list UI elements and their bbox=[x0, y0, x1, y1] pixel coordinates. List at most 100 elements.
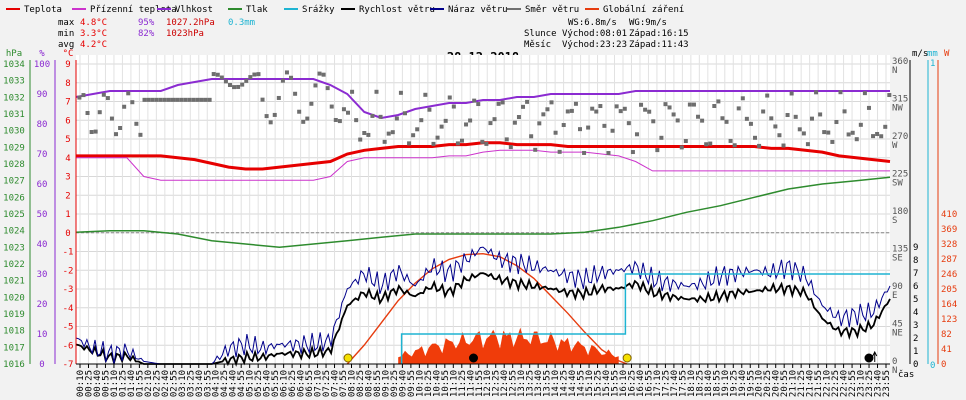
wind-direction-point bbox=[659, 135, 664, 140]
x-tick-label: 10:55 bbox=[441, 370, 451, 397]
y-tick-label: -6 bbox=[63, 341, 74, 351]
wind-direction-point bbox=[748, 121, 753, 126]
wind-direction-point bbox=[630, 150, 635, 155]
wind-direction-point bbox=[639, 102, 644, 107]
wind-direction-point bbox=[777, 133, 782, 138]
legend-label: Náraz větru bbox=[448, 5, 508, 15]
x-tick-label: 00:25 bbox=[84, 370, 94, 397]
wind-direction-point bbox=[219, 75, 224, 80]
y-tick-label: 1024 bbox=[3, 227, 25, 237]
wind-direction-point bbox=[260, 97, 265, 102]
legend-label: Teplota bbox=[24, 5, 62, 15]
wind-direction-point bbox=[801, 131, 806, 136]
x-tick-label: 14:10 bbox=[551, 370, 561, 397]
y-tick-label: 6 bbox=[913, 282, 918, 292]
x-tick-label: 15:55 bbox=[611, 370, 621, 397]
x-tick-label: 10:40 bbox=[432, 370, 442, 397]
wind-direction-point bbox=[569, 108, 574, 113]
legend-label: Globální záření bbox=[603, 5, 684, 15]
wind-direction-point bbox=[822, 130, 827, 135]
legend-label: Tlak bbox=[246, 5, 268, 15]
wind-direction-point bbox=[704, 142, 709, 147]
wind-direction-point bbox=[195, 97, 200, 102]
x-tick-label: 01:25 bbox=[118, 370, 128, 397]
x-tick-label: 18:55 bbox=[712, 370, 722, 397]
wind-direction-point bbox=[325, 86, 330, 91]
x-tick-label: 21:55 bbox=[814, 370, 824, 397]
wind-direction-point bbox=[561, 123, 566, 128]
wind-direction-point bbox=[553, 130, 558, 135]
wind-direction-point bbox=[264, 114, 269, 119]
wind-direction-point bbox=[175, 97, 180, 102]
wind-direction-point bbox=[866, 105, 871, 110]
x-tick-label: 03:10 bbox=[178, 370, 188, 397]
stat-row-label: max bbox=[58, 18, 75, 28]
y-tick-label: 6 bbox=[65, 116, 70, 126]
wind-dir-tick: 0 bbox=[892, 357, 897, 367]
x-tick-label: 16:40 bbox=[636, 370, 646, 397]
wind-direction-point bbox=[464, 122, 469, 127]
wind-direction-point bbox=[341, 107, 346, 112]
y-axis-unit: W bbox=[944, 49, 950, 59]
x-tick-label: 07:40 bbox=[331, 370, 341, 397]
x-tick-label: 12:55 bbox=[509, 370, 519, 397]
radiation-clear-sky-curve bbox=[346, 252, 628, 365]
wind-direction-point bbox=[366, 132, 371, 137]
x-tick-label: 13:10 bbox=[517, 370, 527, 397]
stat-row-label: min bbox=[58, 29, 74, 39]
x-axis: 00:1000:2500:4000:5501:1001:2501:4001:55… bbox=[76, 363, 892, 397]
x-tick-label: 06:10 bbox=[280, 370, 290, 397]
wind-direction-point bbox=[158, 97, 163, 102]
wind-direction-point bbox=[671, 112, 676, 117]
wind-direction-point bbox=[472, 98, 477, 103]
wind-direction-point bbox=[773, 124, 778, 129]
x-tick-label: 21:10 bbox=[789, 370, 799, 397]
wind-direction-point bbox=[830, 139, 835, 144]
wind-gust-info: WG:9m/s bbox=[629, 18, 667, 28]
wind-direction-point bbox=[484, 141, 489, 146]
y-tick-label: 30 bbox=[37, 270, 48, 280]
y-tick-label: 1034 bbox=[3, 60, 25, 70]
y-tick-label: 20 bbox=[37, 300, 48, 310]
wind-direction-point bbox=[626, 121, 631, 126]
wind-direction-point bbox=[248, 75, 253, 80]
wind-direction-point bbox=[533, 147, 538, 152]
wind-direction-point bbox=[435, 135, 440, 140]
x-tick-label: 23:40 bbox=[874, 370, 884, 397]
x-tick-label: 16:10 bbox=[619, 370, 629, 397]
sun-label: Slunce bbox=[524, 29, 557, 39]
x-tick-label: 07:10 bbox=[314, 370, 324, 397]
x-tick-label: 16:55 bbox=[644, 370, 654, 397]
stat-temp: 3.3°C bbox=[80, 29, 107, 39]
wind-direction-point bbox=[354, 118, 359, 123]
stat-pressure: 1027.2hPa bbox=[166, 18, 215, 28]
y-tick-label: 5 bbox=[65, 135, 70, 145]
wind-direction-point bbox=[492, 117, 497, 122]
wind-direction-point bbox=[557, 149, 562, 154]
x-tick-label: 04:25 bbox=[220, 370, 230, 397]
y-tick-label: 7 bbox=[913, 269, 918, 279]
x-tick-label: 11:40 bbox=[466, 370, 476, 397]
x-tick-label: 19:55 bbox=[746, 370, 756, 397]
wind-direction-point bbox=[297, 109, 302, 114]
wind-direction-point bbox=[93, 129, 98, 134]
wind-direction-point bbox=[769, 116, 774, 121]
wind-direction-point bbox=[655, 148, 660, 153]
wind-direction-point bbox=[578, 127, 583, 132]
y-tick-label: 1018 bbox=[3, 327, 25, 337]
wind-direction-point bbox=[256, 72, 261, 77]
wind-dir-label: N bbox=[892, 66, 897, 76]
wind-direction-point bbox=[252, 72, 257, 77]
y-tick-label: 205 bbox=[941, 285, 957, 295]
wind-direction-point bbox=[606, 151, 611, 156]
wind-direction-point bbox=[643, 107, 648, 112]
y-tick-label: 1028 bbox=[3, 160, 25, 170]
wind-direction-point bbox=[854, 137, 859, 142]
y-tick-label: 100 bbox=[34, 60, 50, 70]
x-tick-label: 19:25 bbox=[729, 370, 739, 397]
wind-direction-point bbox=[370, 113, 375, 118]
wind-direction-point bbox=[81, 93, 86, 98]
wind-direction-point bbox=[118, 125, 123, 130]
